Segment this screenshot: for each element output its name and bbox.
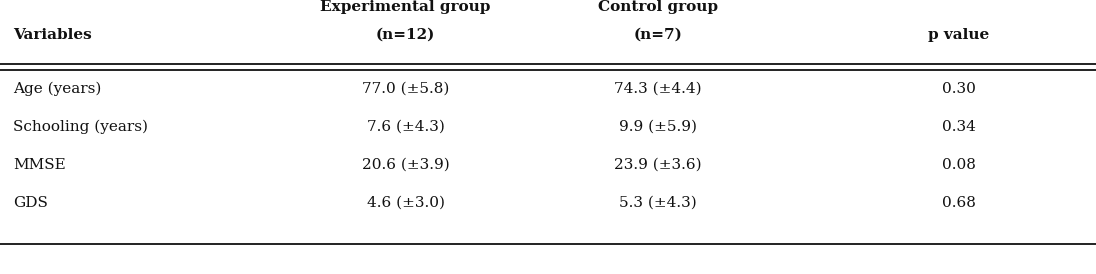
Text: Control group: Control group <box>597 0 718 14</box>
Text: 77.0 (±5.8): 77.0 (±5.8) <box>362 82 449 96</box>
Text: Experimental group: Experimental group <box>320 0 491 14</box>
Text: Variables: Variables <box>13 28 92 42</box>
Text: 7.6 (±4.3): 7.6 (±4.3) <box>366 120 445 134</box>
Text: 5.3 (±4.3): 5.3 (±4.3) <box>619 196 696 210</box>
Text: 0.34: 0.34 <box>943 120 975 134</box>
Text: Age (years): Age (years) <box>13 82 102 96</box>
Text: 9.9 (±5.9): 9.9 (±5.9) <box>618 120 697 134</box>
Text: MMSE: MMSE <box>13 158 66 172</box>
Text: 20.6 (±3.9): 20.6 (±3.9) <box>362 158 449 172</box>
Text: p value: p value <box>928 28 990 42</box>
Text: 74.3 (±4.4): 74.3 (±4.4) <box>614 82 701 96</box>
Text: Schooling (years): Schooling (years) <box>13 120 148 134</box>
Text: GDS: GDS <box>13 196 48 210</box>
Text: 0.68: 0.68 <box>943 196 975 210</box>
Text: 4.6 (±3.0): 4.6 (±3.0) <box>366 196 445 210</box>
Text: (n=7): (n=7) <box>633 28 682 42</box>
Text: 0.08: 0.08 <box>943 158 975 172</box>
Text: 0.30: 0.30 <box>943 82 975 96</box>
Text: (n=12): (n=12) <box>376 28 435 42</box>
Text: 23.9 (±3.6): 23.9 (±3.6) <box>614 158 701 172</box>
